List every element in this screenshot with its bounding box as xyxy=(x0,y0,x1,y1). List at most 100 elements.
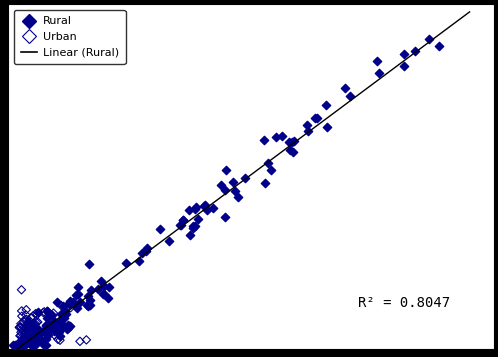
Point xyxy=(241,176,249,181)
Point xyxy=(342,85,350,91)
Point xyxy=(40,327,48,332)
Point xyxy=(32,320,40,325)
Point xyxy=(85,261,93,266)
Point xyxy=(65,300,73,306)
Point xyxy=(375,70,383,75)
Point xyxy=(67,300,75,306)
Point xyxy=(33,338,41,344)
Point xyxy=(18,326,26,332)
Point xyxy=(15,338,23,344)
Point xyxy=(74,284,82,290)
Point xyxy=(192,204,200,210)
Point xyxy=(37,334,45,340)
Point xyxy=(17,287,25,293)
Point xyxy=(62,311,70,316)
Point xyxy=(194,216,202,222)
Point xyxy=(16,340,24,346)
Point xyxy=(18,334,26,340)
Point xyxy=(31,327,39,333)
Point xyxy=(33,325,41,331)
Point xyxy=(221,214,229,220)
Point xyxy=(411,48,419,54)
Point xyxy=(99,291,107,297)
Point xyxy=(31,342,39,348)
Point xyxy=(43,308,51,314)
Point xyxy=(322,102,330,107)
Point xyxy=(45,322,53,327)
Point xyxy=(49,310,57,316)
Point xyxy=(122,260,130,266)
Point xyxy=(48,312,56,318)
Point xyxy=(67,305,75,311)
Point xyxy=(37,329,45,335)
Point xyxy=(87,287,95,293)
Point xyxy=(84,303,92,308)
Point xyxy=(223,167,231,172)
Point xyxy=(36,331,44,337)
Point xyxy=(289,149,297,155)
Point xyxy=(11,342,19,348)
Point xyxy=(26,335,34,341)
Point xyxy=(234,195,242,200)
Point xyxy=(346,93,354,99)
Point xyxy=(72,292,80,297)
Point xyxy=(177,222,185,228)
Point xyxy=(58,321,66,326)
Point xyxy=(209,205,217,211)
Point xyxy=(82,337,90,343)
Point xyxy=(303,122,311,127)
Point xyxy=(56,337,64,343)
Point xyxy=(261,180,269,186)
Point xyxy=(229,179,237,185)
Point xyxy=(42,336,50,342)
Point xyxy=(66,298,74,303)
Point xyxy=(12,342,20,348)
Point xyxy=(30,320,38,326)
Point xyxy=(179,217,187,223)
Point xyxy=(43,308,51,314)
Point xyxy=(97,278,105,284)
Point xyxy=(100,291,108,296)
Point xyxy=(191,206,199,211)
Point xyxy=(189,225,197,231)
Point xyxy=(137,251,145,256)
Point xyxy=(76,338,84,344)
Point xyxy=(69,299,77,305)
Point xyxy=(59,303,67,309)
Point xyxy=(16,342,24,348)
Point xyxy=(31,340,39,346)
Point xyxy=(22,307,30,313)
Point xyxy=(21,330,29,336)
Point xyxy=(17,342,25,348)
Point xyxy=(17,330,25,335)
Point xyxy=(189,223,197,229)
Point xyxy=(16,324,24,330)
Point xyxy=(135,258,143,264)
Point xyxy=(49,326,57,332)
Point xyxy=(41,333,49,339)
Point xyxy=(63,326,71,332)
Point xyxy=(201,202,209,208)
Point xyxy=(29,313,37,319)
Point xyxy=(221,188,229,193)
Text: R² = 0.8047: R² = 0.8047 xyxy=(358,296,450,310)
Point xyxy=(22,336,30,341)
Point xyxy=(105,284,113,290)
Point xyxy=(54,321,62,327)
Point xyxy=(20,335,28,341)
Point xyxy=(29,332,37,338)
Point xyxy=(17,308,25,314)
Point xyxy=(21,335,29,341)
Point xyxy=(141,248,149,253)
Point xyxy=(23,324,31,330)
Point xyxy=(16,333,24,339)
Point xyxy=(65,301,73,307)
Point xyxy=(23,322,31,328)
Point xyxy=(20,317,28,323)
Point xyxy=(231,188,239,194)
Point xyxy=(17,333,25,339)
Point xyxy=(21,338,29,344)
Point xyxy=(50,318,58,324)
Point xyxy=(41,335,49,340)
Point xyxy=(29,328,37,334)
